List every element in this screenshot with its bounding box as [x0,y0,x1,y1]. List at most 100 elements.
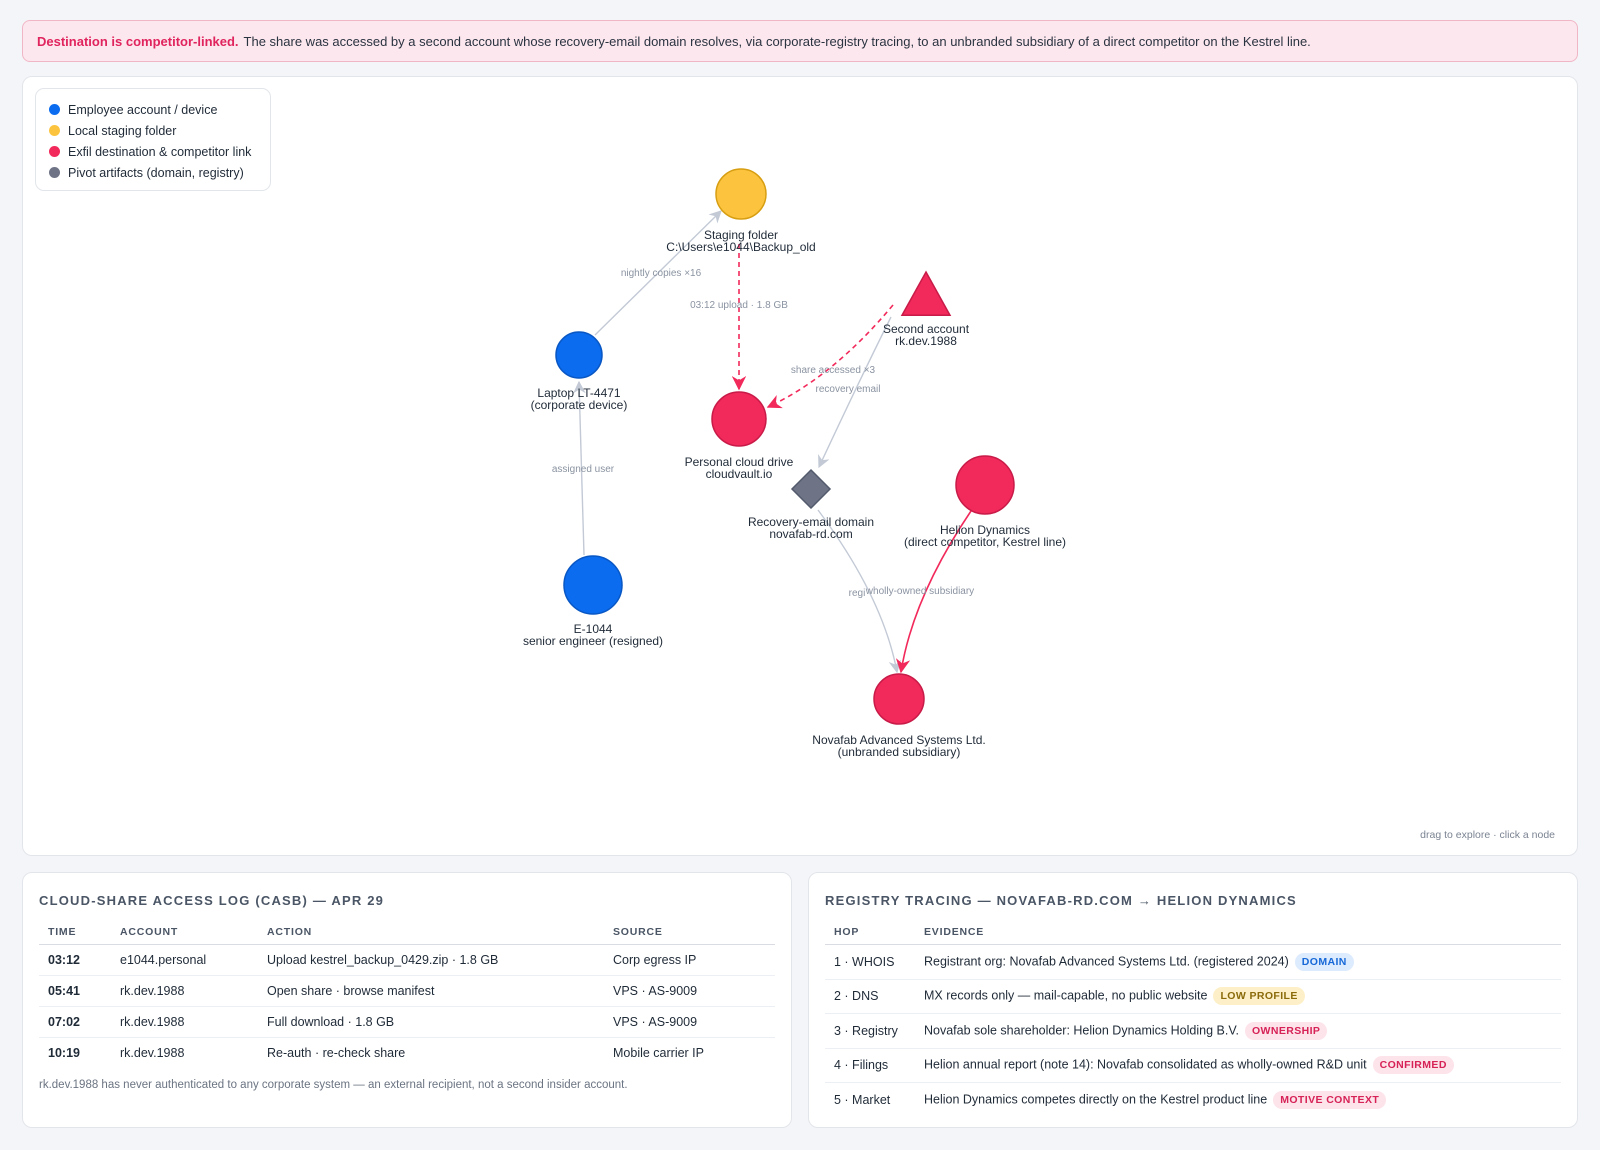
cell-action: Upload kestrel_backup_0429.zip · 1.8 GB [258,944,604,976]
edge-second-cloud[interactable] [766,304,894,409]
cell-hop: 4 · Filings [825,1048,915,1083]
node-shape-staging [715,168,767,220]
evidence-badge: OWNERSHIP [1244,1021,1328,1040]
col-account: ACCOUNT [111,920,258,945]
registry-table: HOP EVIDENCE 1 · WHOIS Registrant org: N… [825,920,1561,1117]
legend-item-exfil: Exfil destination & competitor link [49,141,257,162]
node-shape-second [900,270,952,316]
evidence-text: Novafab sole shareholder: Helion Dynamic… [924,1023,1239,1038]
node-shape-helion [955,455,1015,515]
cell-action: Open share · browse manifest [258,975,604,1007]
cell-source: Mobile carrier IP [613,1046,704,1061]
col-hop: HOP [825,920,915,945]
legend-item-pivot: Pivot artifacts (domain, registry) [49,162,257,183]
legend-item-employee: Employee account / device [49,99,257,120]
access-log-table: TIME ACCOUNT ACTION SOURCE 03:12 e1044.p… [39,920,775,1069]
link-graph-card[interactable]: Staging folder C:\Users\e1044\Backup_old S… [22,76,1578,856]
col-source: SOURCE [604,920,775,945]
cell-source: VPS · AS-9009 [604,975,775,1007]
node-label-helion: (direct competitor, Kestrel line) [904,535,1066,549]
cell-evidence: Registrant org: Novafab Advanced Systems… [915,944,1561,980]
alert-title: Destination is competitor-linked. [37,33,239,49]
node-label-second: Second account [883,322,970,336]
edge-label-staging-cloud: 03:12 upload · 1.8 GB [690,300,788,311]
node-novafab[interactable]: Novafab Advanced Systems Ltd.(unbranded … [812,673,986,759]
node-label-domain: Recovery-email domain [748,515,874,529]
edge-helion-novafab[interactable] [895,510,972,674]
table-row: 07:02 rk.dev.1988 Full download · 1.8 GB… [39,1006,775,1038]
registry-panel: Registry tracing — novafab-rd.com → Heli… [808,872,1578,1128]
evidence-text: Registrant org: Novafab Advanced Systems… [924,954,1289,969]
node-label-novafab: Novafab Advanced Systems Ltd. [812,733,985,747]
legend-dot-red [49,146,60,157]
cell-action: Full download · 1.8 GB [258,1006,604,1038]
evidence-badge: LOW PROFILE [1213,987,1305,1006]
cell-evidence: MX records only — mail-capable, no publi… [915,979,1561,1014]
legend-dot-gray [49,167,60,178]
registry-title: Registry tracing — novafab-rd.com → Heli… [825,893,1297,908]
evidence-badge: MOTIVE CONTEXT [1273,1091,1387,1109]
edge-label-e1044-laptop: assigned user [552,464,615,475]
access-log-title: Cloud-share access log (CASB) — Apr 29 [39,893,385,908]
cell-hop: 3 · Registry [825,1013,915,1049]
edge-second-domain[interactable] [818,316,892,469]
edge-laptop-staging[interactable] [594,210,722,336]
access-log-note: rk.dev.1988 has never authenticated to a… [39,1078,628,1091]
node-shape-novafab [873,673,925,725]
node-helion[interactable]: Helion Dynamics(direct competitor, Kestr… [904,455,1066,549]
legend-label: Employee account / device [68,102,218,117]
cell-time: 03:12 [39,944,111,976]
graph-hint: drag to explore · click a node [1420,829,1555,841]
edge-label-laptop-staging: nightly copies ×16 [621,268,702,279]
edge-domain-novafab[interactable] [817,509,902,674]
cell-hop: 1 · WHOIS [825,944,915,980]
table-row: 2 · DNS MX records only — mail-capable, … [825,979,1561,1014]
cell-evidence: Novafab sole shareholder: Helion Dynamic… [915,1013,1561,1049]
evidence-badge: CONFIRMED [1372,1056,1454,1075]
cell-account: rk.dev.1988 [120,1046,185,1061]
cell-evidence: Helion Dynamics competes directly on the… [915,1083,1561,1118]
node-label-domain: novafab-rd.com [769,527,852,541]
evidence-text: Helion Dynamics competes directly on the… [924,1092,1268,1107]
cell-account: rk.dev.1988 [111,975,258,1007]
edge-label-domain-novafab: regi [849,588,866,599]
node-laptop[interactable]: Laptop LT-4471(corporate device) [531,331,628,412]
col-action: ACTION [258,920,604,945]
cell-action: Re-auth · re-check share [267,1046,406,1061]
evidence-text: MX records only — mail-capable, no publi… [924,988,1208,1003]
col-time: TIME [39,920,111,945]
evidence-badge: DOMAIN [1294,952,1354,971]
alert-text: The share was accessed by a second accou… [243,33,1311,49]
cell-hop: 2 · DNS [825,979,915,1014]
cell-time: 07:02 [39,1006,111,1038]
cell-evidence: Helion annual report (note 14): Novafab … [915,1048,1561,1083]
cell-time: 10:19 [48,1046,80,1061]
edge-e1044-laptop[interactable] [573,380,586,556]
node-label-helion: Helion Dynamics [940,523,1030,537]
node-shape-cloud [711,391,767,447]
cell-account: e1044.personal [111,944,258,976]
table-row: 3 · Registry Novafab sole shareholder: H… [825,1013,1561,1049]
legend-dot-yellow [49,125,60,136]
node-label-staging: C:\Users\e1044\Backup_old [666,240,815,254]
node-shape-domain [790,468,832,510]
legend-dot-blue [49,104,60,115]
node-shape-laptop [555,331,603,379]
cell-time: 05:41 [39,975,111,1007]
cell-source: VPS · AS-9009 [604,1006,775,1038]
competitor-alert-banner: Destination is competitor-linked. The sh… [22,20,1578,62]
edge-label-second-cloud: share accessed ×3 [791,365,876,376]
legend-label: Exfil destination & competitor link [68,144,252,159]
cell-hop: 5 · Market [834,1093,891,1107]
access-log-panel: Cloud-share access log (CASB) — Apr 29 T… [22,872,792,1128]
edge-label-second-domain: recovery email [815,384,880,395]
legend-label: Pivot artifacts (domain, registry) [68,165,244,180]
table-row: 1 · WHOIS Registrant org: Novafab Advanc… [825,944,1561,980]
table-row: 03:12 e1044.personal Upload kestrel_back… [39,944,775,976]
